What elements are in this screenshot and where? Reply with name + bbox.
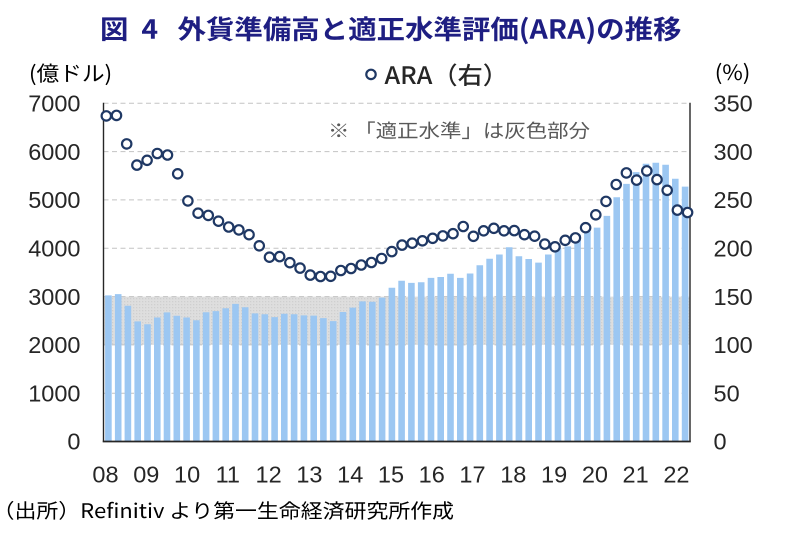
svg-text:15: 15 bbox=[378, 462, 404, 488]
svg-text:18: 18 bbox=[500, 462, 526, 488]
svg-text:250: 250 bbox=[714, 187, 753, 213]
svg-text:16: 16 bbox=[419, 462, 445, 488]
svg-text:200: 200 bbox=[714, 235, 753, 261]
svg-text:300: 300 bbox=[714, 139, 753, 165]
svg-text:3000: 3000 bbox=[28, 284, 80, 310]
svg-text:1000: 1000 bbox=[28, 380, 80, 406]
svg-text:08: 08 bbox=[92, 462, 118, 488]
svg-text:0: 0 bbox=[714, 429, 727, 455]
svg-text:350: 350 bbox=[714, 91, 753, 117]
svg-text:19: 19 bbox=[541, 462, 567, 488]
svg-text:50: 50 bbox=[714, 380, 740, 406]
svg-text:6000: 6000 bbox=[28, 139, 80, 165]
svg-text:2000: 2000 bbox=[28, 332, 80, 358]
svg-text:150: 150 bbox=[714, 284, 753, 310]
svg-text:5000: 5000 bbox=[28, 187, 80, 213]
svg-text:7000: 7000 bbox=[28, 91, 80, 117]
svg-text:12: 12 bbox=[256, 462, 282, 488]
svg-text:14: 14 bbox=[337, 462, 363, 488]
svg-text:13: 13 bbox=[296, 462, 322, 488]
svg-text:21: 21 bbox=[623, 462, 649, 488]
svg-text:10: 10 bbox=[174, 462, 200, 488]
svg-text:09: 09 bbox=[133, 462, 159, 488]
svg-text:4000: 4000 bbox=[28, 235, 80, 261]
svg-text:0: 0 bbox=[67, 429, 80, 455]
svg-text:17: 17 bbox=[459, 462, 485, 488]
svg-text:20: 20 bbox=[582, 462, 608, 488]
svg-text:100: 100 bbox=[714, 332, 753, 358]
svg-text:11: 11 bbox=[216, 462, 240, 488]
svg-text:22: 22 bbox=[663, 462, 689, 488]
